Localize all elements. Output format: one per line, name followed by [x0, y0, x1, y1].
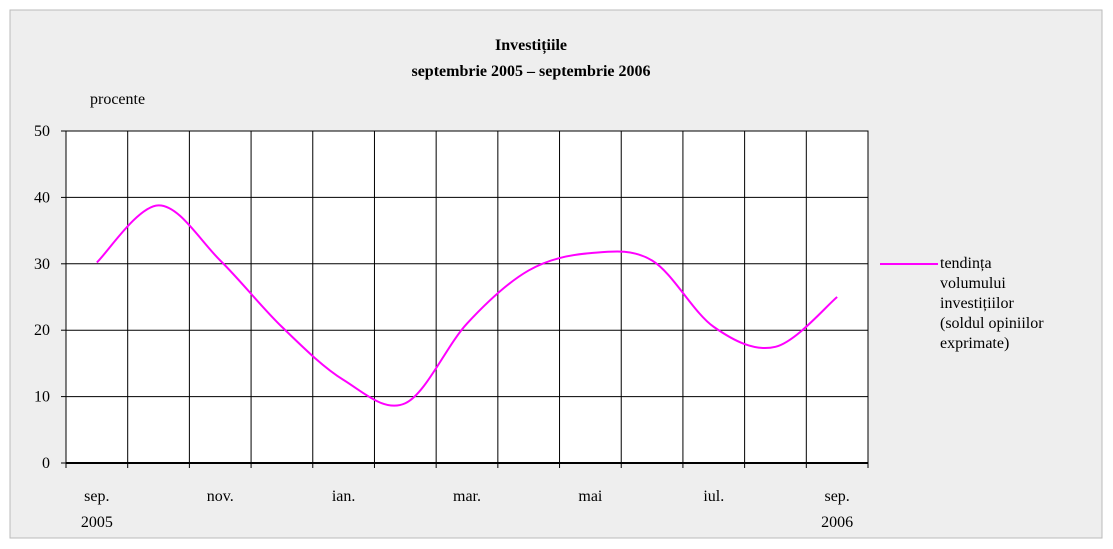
y-tick-label: 40 — [34, 189, 50, 206]
data-line — [96, 204, 838, 407]
x-tick-label: nov. — [206, 488, 234, 505]
x-tick-label: sep. 2006 — [821, 488, 854, 531]
plot-area — [65, 130, 869, 464]
x-tick-label: sep. 2005 — [80, 488, 113, 531]
x-tick-label: mar. — [453, 488, 481, 505]
x-tick-label: iul. — [703, 488, 725, 505]
y-tick-label: 50 — [34, 123, 50, 140]
chart-title: Investițiile — [495, 37, 567, 55]
y-tick-label: 0 — [42, 455, 50, 472]
x-tick-label: mai — [578, 488, 603, 505]
y-tick-label: 20 — [34, 322, 50, 339]
y-tick-label: 30 — [34, 256, 50, 273]
y-axis-label: procente — [90, 91, 145, 108]
y-tick-label: 10 — [34, 389, 50, 406]
x-tick-label: ian. — [331, 488, 356, 505]
chart-subtitle: septembrie 2005 – septembrie 2006 — [411, 63, 650, 80]
legend-label: tendința volumului investițiilor (soldul… — [940, 255, 1044, 352]
